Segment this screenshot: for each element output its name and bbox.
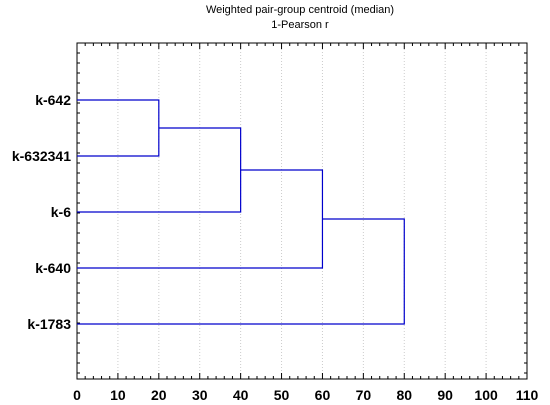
x-tick-label: 20: [151, 387, 167, 403]
x-tick-label: 80: [396, 387, 412, 403]
dendrogram-link: [77, 99, 160, 157]
leaf-label: k-6: [51, 204, 71, 220]
x-tick-label: 10: [110, 387, 126, 403]
x-tick-label: 60: [315, 387, 331, 403]
leaf-label: k-640: [35, 260, 71, 276]
x-tick-label: 90: [437, 387, 453, 403]
chart-subtitle: 1-Pearson r: [271, 19, 329, 31]
grid-lines: [117, 43, 487, 379]
x-axis-ticks: 0 10 20 30 40 50 60 70 80 90 100 110: [73, 43, 539, 403]
leaf-label: k-632341: [12, 148, 71, 164]
plot-frame: [76, 42, 528, 380]
x-tick-label: 40: [233, 387, 249, 403]
x-tick-label: 70: [356, 387, 372, 403]
leaf-label: k-642: [35, 92, 71, 108]
dendrogram-link: [77, 218, 405, 325]
dendrogram-links: [77, 99, 405, 325]
minor-ticks: [77, 43, 527, 379]
dendrogram-link: [77, 127, 242, 213]
chart-title: Weighted pair-group centroid (median): [206, 4, 394, 16]
x-tick-label: 110: [516, 387, 539, 403]
x-tick-label: 100: [474, 387, 498, 403]
x-tick-label: 0: [73, 387, 81, 403]
x-tick-label: 50: [274, 387, 290, 403]
x-tick-label: 30: [192, 387, 208, 403]
leaf-label: k-1783: [27, 316, 71, 332]
leaf-labels: k-642 k-632341 k-6 k-640 k-1783: [12, 92, 71, 332]
